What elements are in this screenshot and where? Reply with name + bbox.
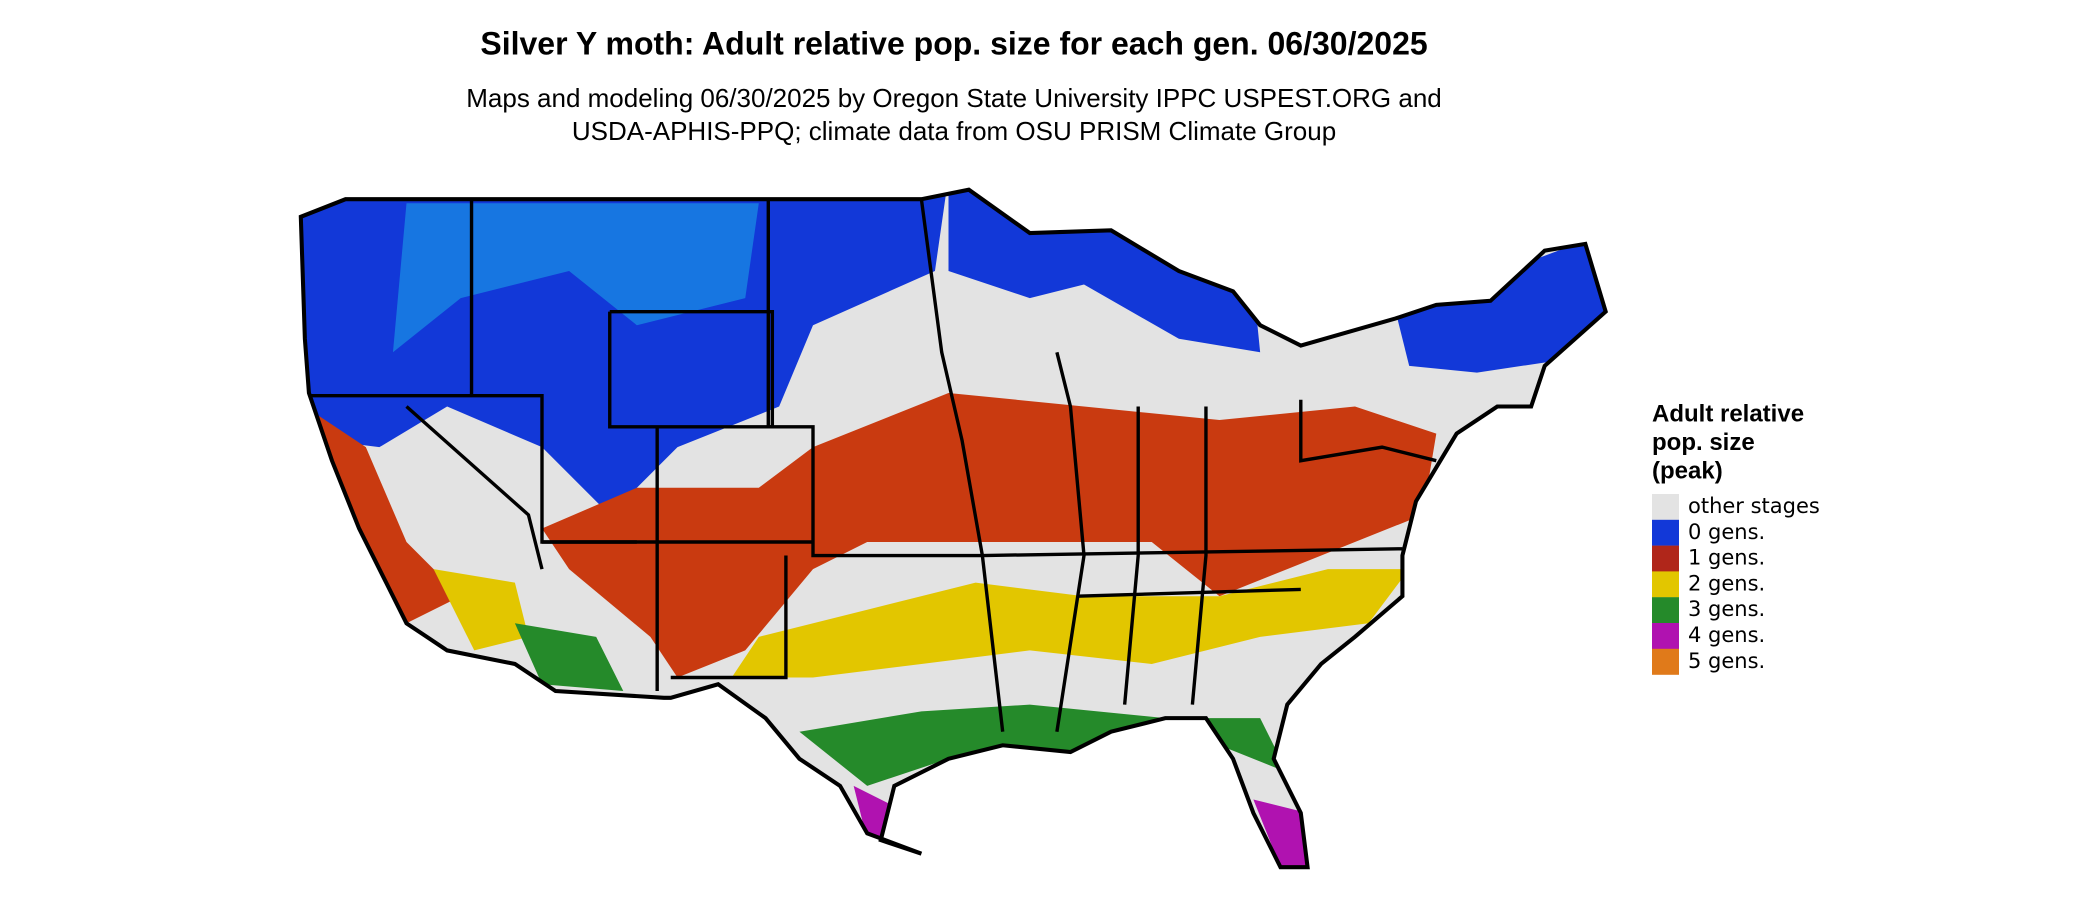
legend-swatch — [1652, 545, 1679, 572]
legend-label: 3 gens. — [1688, 597, 1765, 621]
legend-title: pop. size — [1652, 429, 1755, 456]
legend-swatch — [1652, 597, 1679, 624]
subtitle: USDA-APHIS-PPQ; climate data from OSU PR… — [572, 116, 1336, 146]
legend-swatch — [1652, 571, 1679, 598]
title: Silver Y moth: Adult relative pop. size … — [480, 25, 1427, 61]
subtitle: Maps and modeling 06/30/2025 by Oregon S… — [466, 83, 1442, 113]
legend-title: (peak) — [1652, 457, 1723, 484]
legend-label: 1 gens. — [1688, 546, 1765, 570]
legend-label: 2 gens. — [1688, 571, 1765, 595]
legend-label: 5 gens. — [1688, 649, 1765, 673]
map — [298, 187, 1608, 870]
legend-swatch — [1652, 648, 1679, 675]
legend-label: 4 gens. — [1688, 623, 1765, 647]
legend-title: Adult relative — [1652, 400, 1804, 427]
legend-swatch — [1652, 494, 1679, 520]
legend-label: other stages — [1688, 494, 1820, 518]
legend-label: 0 gens. — [1688, 520, 1765, 544]
legend-swatch — [1652, 623, 1679, 649]
legend-swatch — [1652, 519, 1679, 546]
